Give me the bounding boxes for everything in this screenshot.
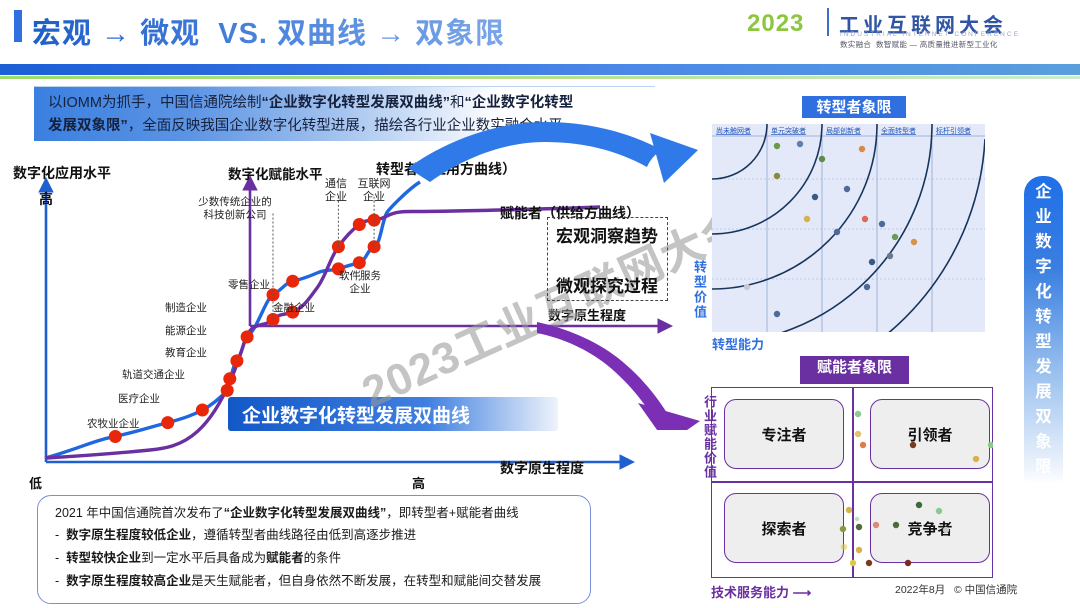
svg-text:局部创新者: 局部创新者: [826, 126, 861, 135]
svg-text:尚未触网者: 尚未触网者: [716, 126, 751, 135]
svg-text:标杆引领者: 标杆引领者: [936, 126, 971, 135]
svg-text:单元突破者: 单元突破者: [771, 126, 806, 135]
svg-text:全面转型者: 全面转型者: [881, 126, 916, 135]
